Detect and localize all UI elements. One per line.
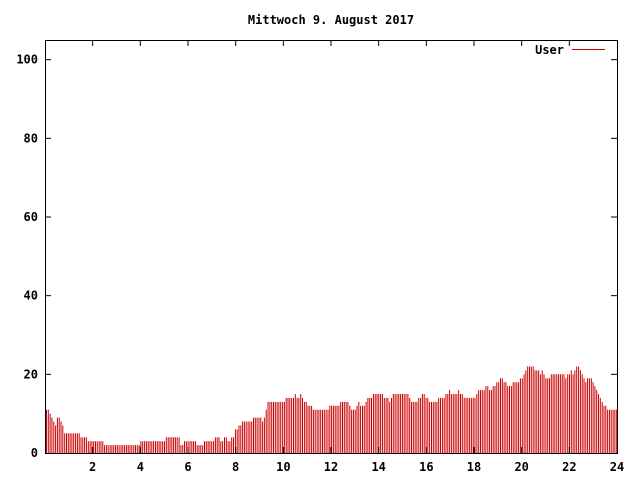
x-tick-label: 24: [610, 460, 624, 474]
x-tick-label: 2: [89, 460, 96, 474]
x-tick-label: 12: [324, 460, 338, 474]
y-tick-label: 60: [24, 210, 38, 224]
x-tick-label: 20: [514, 460, 528, 474]
legend: User: [535, 43, 605, 57]
x-tick-label: 10: [276, 460, 290, 474]
bars-layer: [46, 366, 618, 453]
x-tick-label: 16: [419, 460, 433, 474]
y-tick-label: 20: [24, 367, 38, 381]
x-tick-label: 6: [184, 460, 191, 474]
x-tick-label: 18: [467, 460, 481, 474]
y-tick-label: 100: [16, 53, 38, 67]
x-tick-label: 8: [232, 460, 239, 474]
x-tick-label: 22: [562, 460, 576, 474]
x-tick-label: 4: [137, 460, 144, 474]
y-tick-label: 0: [31, 446, 38, 460]
y-tick-label: 80: [24, 131, 38, 145]
chart-title: Mittwoch 9. August 2017: [248, 13, 414, 27]
y-tick-label: 40: [24, 289, 38, 303]
legend-label-user: User: [535, 43, 564, 57]
x-tick-label: 14: [371, 460, 385, 474]
